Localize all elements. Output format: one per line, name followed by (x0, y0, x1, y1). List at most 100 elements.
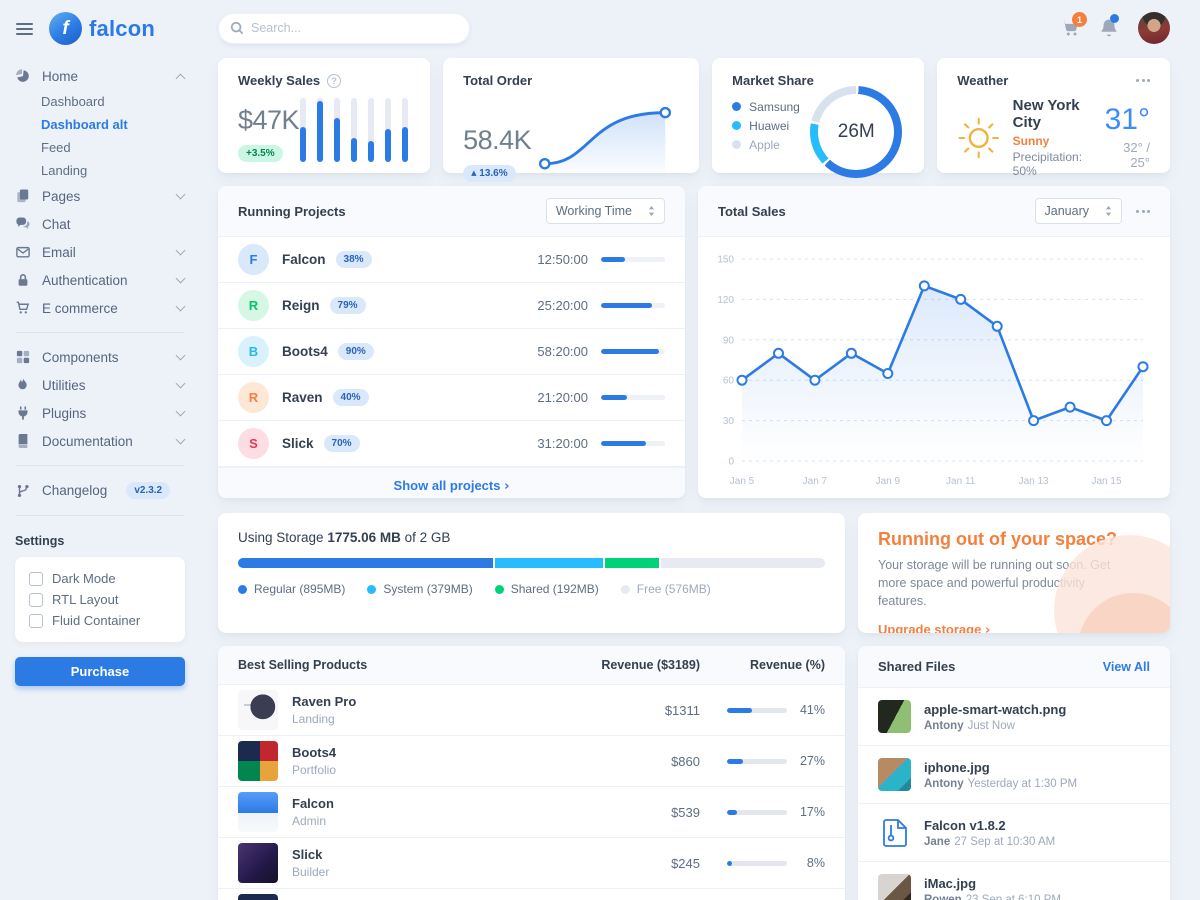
product-name[interactable]: Raven Pro (292, 694, 357, 709)
product-category: Landing (292, 712, 335, 726)
search-icon (230, 21, 244, 34)
checkbox-icon[interactable] (29, 613, 43, 628)
file-name[interactable]: Falcon v1.8.2 (924, 817, 1006, 833)
main-content: 1 Weekly Sales ? $47K +3.5% (200, 0, 1200, 900)
sidebar-item-utilities[interactable]: Utilities (0, 371, 200, 399)
sidebar-item-changelog[interactable]: Changelog v2.3.2 (0, 476, 200, 505)
sidebar-item-home[interactable]: Home (0, 62, 200, 90)
product-progress-bar (727, 809, 787, 815)
project-time: 31:20:00 (537, 436, 588, 451)
sidebar-item-label: Components (42, 349, 119, 365)
envelope-icon (15, 244, 31, 260)
bar (334, 98, 341, 162)
search-box[interactable] (218, 12, 470, 44)
cart-icon[interactable]: 1 (1060, 12, 1087, 38)
lock-icon (15, 272, 31, 288)
product-thumbnail (238, 792, 278, 832)
project-name[interactable]: Falcon (282, 252, 326, 267)
product-progress-bar (727, 860, 787, 866)
file-row-apple-smart-watch-png[interactable]: apple-smart-watch.png Antony Just Now (858, 688, 1170, 746)
product-name[interactable]: Boots4 (292, 745, 337, 760)
sidebar-item-label: Documentation (42, 433, 133, 449)
sidebar-item-label: Feed (41, 140, 71, 155)
file-time: Yesterday at 1:30 PM (967, 777, 1078, 790)
file-row-imac-jpg[interactable]: iMac.jpg Rowen 23 Sep at 6:10 PM (858, 862, 1170, 900)
month-select[interactable]: January (1034, 198, 1122, 224)
file-row-falcon-v1-8-2[interactable]: Falcon v1.8.2 Jane 27 Sep at 10:30 AM (858, 804, 1170, 862)
logo-row: f falcon (0, 0, 200, 56)
promo-title: Running out of your space? (878, 529, 1117, 549)
checkbox-dark-mode[interactable]: Dark Mode (29, 568, 171, 589)
checkbox-label: Dark Mode (52, 571, 116, 586)
file-row-iphone-jpg[interactable]: iphone.jpg Antony Yesterday at 1:30 PM (858, 746, 1170, 804)
legend-item-samsung: Samsung (732, 97, 800, 116)
storage-legend-regular: Regular (895MB) (238, 582, 345, 596)
project-progress-bar (601, 395, 665, 400)
total-sales-menu-icon[interactable] (1136, 209, 1150, 213)
project-name[interactable]: Raven (282, 390, 323, 405)
sidebar-item-feed[interactable]: Feed (0, 136, 200, 159)
help-icon[interactable]: ? (327, 73, 342, 88)
show-all-projects-link[interactable]: Show all projects › (218, 467, 685, 498)
sidebar-item-label: Utilities (42, 377, 86, 393)
sidebar-item-dashboard[interactable]: Dashboard (0, 90, 200, 113)
project-name[interactable]: Slick (282, 436, 314, 451)
project-name[interactable]: Reign (282, 298, 320, 313)
product-percent: 17% (799, 805, 825, 819)
sidebar-item-plugins[interactable]: Plugins (0, 399, 200, 427)
sidebar-item-components[interactable]: Components (0, 343, 200, 371)
total-order-badge: ▲ 13.6% (463, 165, 516, 182)
sidebar-item-dashboard-alt[interactable]: Dashboard alt (0, 113, 200, 136)
chart-pie-icon (15, 68, 31, 84)
weather-temp: 31° (1104, 103, 1150, 136)
bell-icon[interactable] (1099, 14, 1119, 38)
project-name[interactable]: Boots4 (282, 344, 328, 359)
sidebar-item-e-commerce[interactable]: E commerce (0, 294, 200, 322)
svg-text:Jan 5: Jan 5 (730, 476, 755, 487)
upgrade-storage-link[interactable]: Upgrade storage › (878, 622, 991, 633)
working-time-select[interactable]: Working Time (545, 198, 665, 224)
weekly-sales-badge: +3.5% (238, 145, 283, 162)
view-all-link[interactable]: View All (1102, 659, 1150, 674)
search-input[interactable] (218, 12, 470, 44)
sidebar-item-label: Home (42, 68, 79, 84)
bottom-row: Best Selling Products Revenue ($3189) Re… (218, 646, 1170, 900)
market-share-donut-chart: 26M (810, 86, 903, 178)
product-name[interactable]: Slick (292, 847, 323, 862)
project-row-boots4: B Boots4 90% 58:20:00 (218, 329, 685, 375)
project-row-falcon: F Falcon 38% 12:50:00 (218, 237, 685, 283)
file-name[interactable]: apple-smart-watch.png (924, 701, 1067, 717)
storage-segment-free (661, 558, 825, 568)
user-avatar[interactable] (1138, 12, 1170, 44)
project-percent-badge: 38% (335, 251, 372, 268)
purchase-button[interactable]: Purchase (15, 657, 185, 686)
file-name[interactable]: iphone.jpg (924, 759, 990, 775)
cart-icon (15, 300, 31, 316)
checkbox-icon[interactable] (29, 592, 43, 607)
brand-logo[interactable]: f falcon (49, 12, 155, 45)
product-progress-bar (727, 707, 787, 713)
sidebar-item-landing[interactable]: Landing (0, 159, 200, 182)
product-name[interactable]: Falcon (292, 796, 334, 811)
legend-dot (732, 140, 742, 149)
sidebar-item-authentication[interactable]: Authentication (0, 266, 200, 294)
sidebar-item-documentation[interactable]: Documentation (0, 427, 200, 455)
market-share-card: Market Share Samsung Huawei Apple 26M (712, 58, 925, 178)
file-name[interactable]: iMac.jpg (924, 875, 977, 891)
checkbox-rtl-layout[interactable]: RTL Layout (29, 589, 171, 610)
legend-dot (367, 584, 377, 594)
sidebar-item-chat[interactable]: Chat (0, 210, 200, 238)
chevron-up-icon (175, 73, 186, 83)
products-title: Best Selling Products (238, 658, 368, 672)
sidebar-item-email[interactable]: Email (0, 238, 200, 266)
project-time: 12:50:00 (537, 252, 588, 267)
sidebar-item-pages[interactable]: Pages (0, 182, 200, 210)
menu-toggle-icon[interactable] (14, 19, 35, 39)
weather-menu-icon[interactable] (1136, 79, 1150, 82)
sidebar-item-label: Email (42, 244, 76, 260)
file-time: 27 Sep at 10:30 AM (954, 835, 1056, 848)
checkbox-icon[interactable] (29, 571, 43, 586)
storage-legend-system: System (379MB) (367, 582, 473, 596)
legend-label: Apple (749, 137, 780, 152)
checkbox-fluid-container[interactable]: Fluid Container (29, 610, 171, 631)
